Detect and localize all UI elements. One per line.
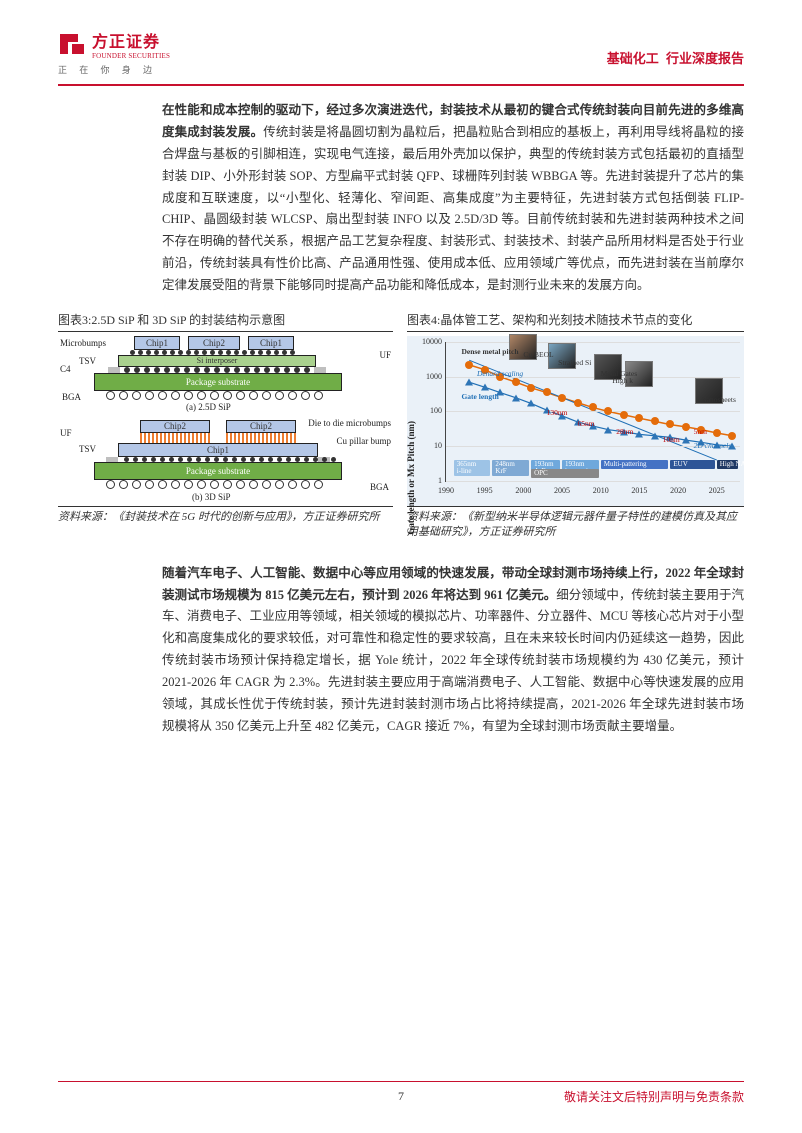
chip2-b-left: Chip2 — [140, 420, 210, 433]
caption-b: (b) 3D SiP — [192, 492, 231, 502]
label-bga-a: BGA — [62, 392, 81, 402]
caption-a: (a) 2.5D SiP — [186, 402, 231, 412]
chip1b-a: Chip1 — [248, 336, 294, 350]
chip1-b: Chip1 — [118, 443, 318, 457]
company-tagline: 正 在 你 身 边 — [58, 63, 170, 76]
body-para-1: 在性能和成本控制的驱动下，经过多次演进迭代，封装技术从最初的键合式传统封装向目前… — [162, 100, 744, 297]
company-name-cn: 方正证券 — [92, 28, 170, 52]
label-microbumps: Microbumps — [60, 338, 106, 348]
chart-plot-area: 1101001000100001990199520002005201020152… — [445, 342, 740, 482]
logo-block: 方正证券 FOUNDER SECURITIES 正 在 你 身 边 — [58, 28, 170, 76]
figure-3-title: 图表3:2.5D SiP 和 3D SiP 的封装结构示意图 — [58, 311, 393, 332]
page-number: 7 — [398, 1089, 404, 1104]
chip2-a: Chip2 — [188, 336, 240, 350]
industry-name: 基础化工 — [607, 51, 659, 66]
para2-rest: 细分领域中，传统封装主要用于汽车、消费电子、工业应用等领域，相关领域的模拟芯片、… — [162, 588, 744, 733]
footer-disclaimer: 敬请关注文后特别声明与免责条款 — [564, 1088, 744, 1105]
doc-type: 行业深度报告 — [666, 51, 744, 66]
si-interposer: Si interposer — [118, 355, 316, 367]
chip2-b-right: Chip2 — [226, 420, 296, 433]
figure-4-source: 资料来源：《新型纳米半导体逻辑元器件量子特性的建模仿真及其应用基础研究》，方正证… — [407, 506, 744, 541]
figure-4: 图表4:晶体管工艺、架构和光刻技术随技术节点的变化 Gate length or… — [407, 311, 744, 541]
page-footer: 7 敬请关注文后特别声明与免责条款 — [58, 1081, 744, 1105]
figures-row: 图表3:2.5D SiP 和 3D SiP 的封装结构示意图 Microbump… — [0, 311, 802, 541]
figure-3: 图表3:2.5D SiP 和 3D SiP 的封装结构示意图 Microbump… — [58, 311, 393, 541]
page-header: 方正证券 FOUNDER SECURITIES 正 在 你 身 边 基础化工 行… — [0, 0, 802, 80]
label-c4: C4 — [60, 364, 71, 374]
body-para-2-container: 随着汽车电子、人工智能、数据中心等应用领域的快速发展，带动全球封测市场持续上行，… — [0, 541, 802, 738]
package-substrate-a: Package substrate — [94, 373, 342, 391]
header-doc-info: 基础化工 行业深度报告 — [607, 28, 744, 67]
label-bga-b: BGA — [370, 482, 389, 492]
label-die-to-die: Die to die microbumps — [308, 418, 391, 428]
label-tsv-b: TSV — [78, 444, 97, 454]
chip1-a: Chip1 — [134, 336, 180, 350]
logo-icon — [58, 32, 86, 56]
body-para-2: 随着汽车电子、人工智能、数据中心等应用领域的快速发展，带动全球封测市场持续上行，… — [162, 563, 744, 738]
label-cu-pillar: Cu pillar bump — [337, 436, 392, 446]
label-uf-b: UF — [60, 428, 72, 438]
figure-4-chart: Gate length or Mx Pitch (nm) 11010010001… — [407, 336, 744, 506]
label-tsv-a: TSV — [78, 356, 97, 366]
figure-3-diagram: Microbumps Chip1 Chip2 Chip1 Si interpos… — [58, 336, 393, 506]
company-name-en: FOUNDER SECURITIES — [92, 52, 170, 60]
label-uf-a: UF — [379, 350, 391, 360]
body-para-1-container: 在性能和成本控制的驱动下，经过多次演进迭代，封装技术从最初的键合式传统封装向目前… — [0, 86, 802, 297]
package-substrate-b: Package substrate — [94, 462, 342, 480]
chart-y-label: Gate length or Mx Pitch (nm) — [406, 421, 416, 535]
figure-4-title: 图表4:晶体管工艺、架构和光刻技术随技术节点的变化 — [407, 311, 744, 332]
figure-3-source: 资料来源：《封装技术在 5G 时代的创新与应用》，方正证券研究所 — [58, 506, 393, 525]
para1-rest: 传统封装是将晶圆切割为晶粒后，把晶粒贴合到相应的基板上，再利用导线将晶粒的接合焊… — [162, 125, 744, 292]
